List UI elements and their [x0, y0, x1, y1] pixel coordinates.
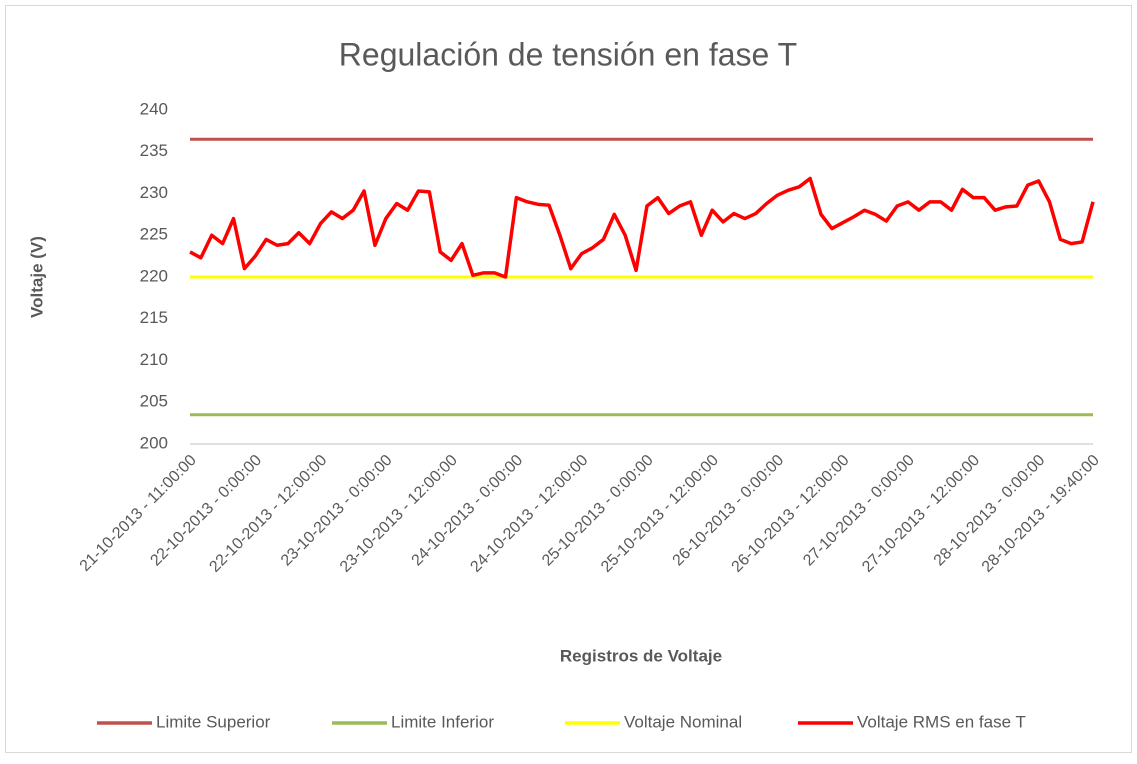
- y-tick-label: 200: [140, 433, 168, 452]
- y-tick-label: 205: [140, 392, 168, 411]
- legend-label: Limite Inferior: [391, 712, 494, 731]
- y-tick-label: 240: [140, 99, 168, 118]
- y-tick-label: 215: [140, 308, 168, 327]
- y-axis-title: Voltaje (V): [27, 236, 46, 318]
- y-tick-label: 210: [140, 350, 168, 369]
- data-line: [189, 176, 1095, 279]
- chart-border: [5, 5, 1132, 753]
- chart-title: Regulación de tensión en fase T: [339, 36, 797, 72]
- y-tick-label: 235: [140, 141, 168, 160]
- legend-label: Voltaje Nominal: [624, 712, 742, 731]
- y-tick-label: 225: [140, 225, 168, 244]
- y-tick-label: 230: [140, 183, 168, 202]
- y-tick-label: 220: [140, 266, 168, 285]
- legend-label: Voltaje RMS en fase T: [857, 712, 1026, 731]
- legend-label: Limite Superior: [156, 712, 271, 731]
- x-axis-title: Registros de Voltaje: [560, 646, 722, 665]
